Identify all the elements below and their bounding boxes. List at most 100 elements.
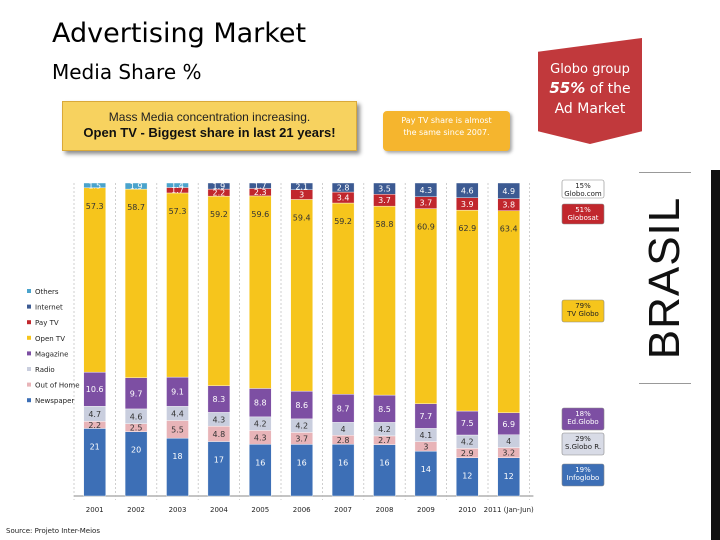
data-label: 4.2 (461, 438, 474, 447)
data-label: 4.4 (171, 409, 184, 418)
data-label: 4.2 (378, 425, 391, 434)
globo-company-box (561, 203, 605, 225)
x-tick-label: 2001 (86, 506, 104, 514)
brasil-label-box: BRASIL (639, 172, 691, 384)
globo-company-name: Infoglobo (567, 474, 600, 482)
bar-segment-newspaper (166, 437, 189, 497)
globo-company-pct: 29% (575, 435, 591, 443)
source-note: Source: Projeto Inter-Meios (6, 527, 100, 535)
bar-segment-open-tv (497, 210, 520, 414)
data-label: 21 (90, 442, 100, 451)
bar-segment-newspaper (331, 444, 355, 497)
data-label: 16 (379, 459, 389, 468)
data-label: 4.3 (420, 186, 433, 195)
x-tick-label: 2005 (251, 506, 269, 514)
paytv-callout-line2: the same since 2007. (403, 128, 490, 137)
globo-company-pct: 19% (575, 466, 591, 474)
bar-segment-open-tv (290, 199, 313, 392)
globo-company-box (561, 179, 605, 199)
data-label: 59.6 (251, 210, 269, 219)
x-tick-label: 2008 (376, 506, 394, 514)
bar-segment-open-tv (124, 188, 148, 378)
data-label: 3.7 (378, 196, 391, 205)
legend-swatch-others (27, 289, 31, 293)
data-label: 18 (172, 452, 182, 461)
data-label: 8.6 (295, 401, 308, 410)
legend-label-radio: Radio (35, 366, 55, 374)
data-label: 1.9 (213, 182, 226, 191)
data-label: 1.7 (254, 182, 267, 191)
page-subtitle: Media Share % (52, 60, 202, 84)
globo-company-name: TV Globo (566, 310, 599, 318)
bar-segment-newspaper (124, 431, 148, 497)
data-label: 2.2 (213, 189, 226, 198)
bar-segment-newspaper (83, 428, 106, 497)
data-label: 2.7 (378, 436, 391, 445)
bar-segment-newspaper (373, 444, 396, 497)
data-label: 4.3 (254, 433, 267, 442)
data-label: 4.2 (254, 420, 267, 429)
bar-segment-newspaper (249, 444, 272, 497)
bar-segment-open-tv (207, 195, 231, 386)
globo-badge-line3: Ad Market (554, 101, 626, 117)
globo-company-pct: 51% (575, 206, 591, 214)
x-tick-label: 2007 (334, 506, 352, 514)
data-label: 2.1 (295, 182, 308, 191)
legend-swatch-pay-tv (27, 320, 31, 325)
data-label: 3 (299, 191, 304, 200)
bar-segment-newspaper (207, 441, 231, 497)
data-label: 16 (297, 458, 307, 467)
bar-segment-internet (249, 182, 272, 189)
right-edge-bar (711, 170, 720, 540)
x-tick-label: 2010 (458, 506, 476, 514)
bar-segment-open-tv (83, 187, 106, 373)
data-label: 7.5 (461, 419, 474, 428)
data-label: 4.7 (88, 410, 101, 419)
data-label: 4 (341, 425, 346, 434)
data-label: 3.7 (420, 199, 433, 208)
bar-segment-open-tv (414, 208, 438, 404)
legend-label-others: Others (35, 288, 59, 296)
data-label: 1.7 (171, 186, 184, 195)
data-label: 3.7 (295, 434, 308, 443)
bar-segment-open-tv (456, 209, 479, 412)
data-label: 4 (506, 437, 511, 446)
data-label: 3.9 (461, 200, 474, 209)
data-label: 1.9 (130, 182, 143, 191)
globo-company-name: Globo.com (564, 190, 602, 198)
bar-segment-newspaper (290, 444, 313, 497)
legend-label-magazine: Magazine (35, 350, 68, 358)
legend-swatch-radio (27, 367, 31, 371)
data-label: 60.9 (417, 223, 435, 232)
data-label: 2.2 (88, 421, 101, 430)
paytv-callout: Pay TV share is almost the same since 20… (383, 111, 510, 151)
data-label: 12 (462, 472, 472, 481)
globo-company-box (561, 407, 605, 431)
data-label: 8.8 (254, 399, 267, 408)
legend-swatch-open-tv (27, 335, 31, 340)
data-label: 4.1 (420, 431, 433, 440)
data-label: 4.2 (295, 422, 308, 431)
data-label: 4.6 (130, 412, 143, 421)
data-label: 7.7 (420, 412, 433, 421)
data-label: 3 (423, 442, 428, 451)
paytv-callout-line1: Pay TV share is almost (401, 116, 492, 125)
concentration-callout: Mass Media concentration increasing. Ope… (62, 101, 357, 151)
x-tick-label: 2002 (127, 506, 145, 514)
bar-segment-internet (373, 182, 396, 195)
data-label: 62.9 (458, 224, 476, 233)
bar-segment-internet (331, 182, 355, 193)
legend-label-pay-tv: Pay TV (35, 319, 59, 327)
data-label: 16 (338, 458, 348, 467)
globo-badge-of-the: of the (589, 81, 631, 97)
data-label: 4.6 (461, 186, 474, 195)
bar-segment-internet (414, 182, 438, 197)
globo-badge-line1: Globo group (550, 62, 630, 77)
data-label: 2.8 (337, 436, 350, 445)
bar-segment-internet (290, 182, 313, 190)
bar-segment-open-tv (373, 205, 396, 396)
data-label: 2.9 (461, 449, 474, 458)
page-title: Advertising Market (52, 18, 307, 49)
bar-segment-internet (207, 182, 231, 190)
legend-swatch-magazine (27, 351, 31, 356)
